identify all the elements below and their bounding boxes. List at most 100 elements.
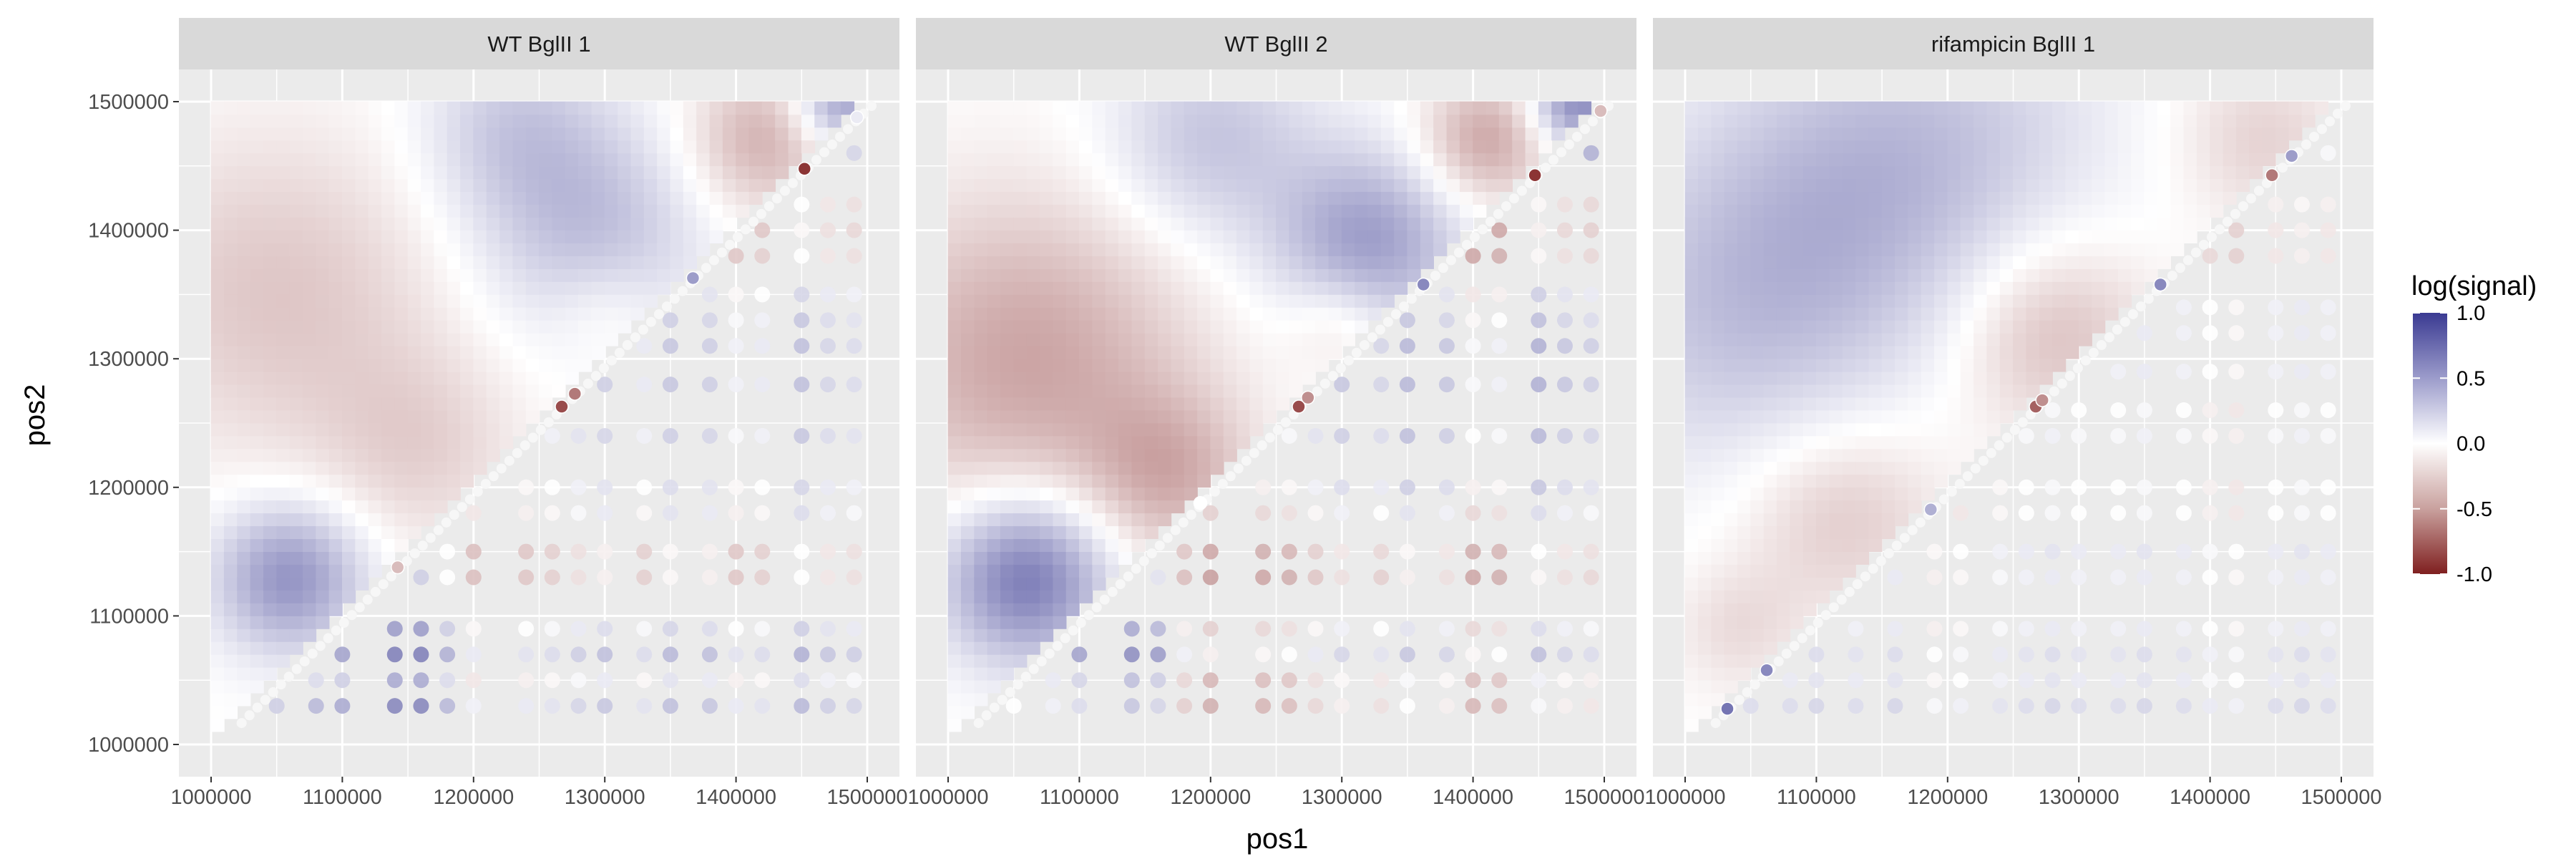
block-point bbox=[2044, 427, 2061, 444]
smooth-cell bbox=[1039, 564, 1054, 578]
block-point bbox=[636, 569, 653, 586]
smooth-cell bbox=[1065, 114, 1080, 128]
smooth-cell bbox=[1223, 217, 1237, 230]
diagonal-point bbox=[1146, 548, 1157, 559]
smooth-cell bbox=[1013, 140, 1028, 154]
smooth-cell bbox=[2131, 165, 2145, 180]
smooth-cell bbox=[1289, 319, 1303, 334]
smooth-cell bbox=[1092, 101, 1106, 115]
smooth-cell bbox=[250, 152, 264, 167]
smooth-cell bbox=[1684, 603, 1699, 616]
smooth-cell bbox=[434, 243, 448, 256]
block-point bbox=[2202, 479, 2218, 495]
block-point bbox=[1373, 505, 1390, 521]
smooth-cell bbox=[1433, 127, 1448, 141]
block-point bbox=[1399, 698, 1415, 714]
smooth-cell bbox=[1711, 204, 1725, 218]
smooth-cell bbox=[1341, 319, 1355, 334]
block-point bbox=[1438, 543, 1455, 560]
smooth-cell bbox=[237, 654, 251, 668]
smooth-cell bbox=[407, 448, 421, 462]
facet-strip bbox=[1653, 18, 2373, 69]
smooth-cell bbox=[1459, 127, 1473, 141]
smooth-cell bbox=[947, 165, 962, 180]
smooth-cell bbox=[1026, 551, 1040, 565]
smooth-cell bbox=[1355, 268, 1369, 282]
smooth-cell bbox=[539, 243, 553, 256]
smooth-cell bbox=[1355, 152, 1369, 167]
diagonal-point bbox=[1501, 201, 1511, 212]
smooth-cell bbox=[1790, 345, 1804, 359]
smooth-cell bbox=[1986, 384, 2001, 398]
smooth-cell bbox=[1039, 268, 1054, 282]
block-point bbox=[1465, 286, 1481, 303]
smooth-cell bbox=[1816, 538, 1830, 552]
smooth-cell bbox=[250, 371, 264, 385]
block-point bbox=[846, 222, 862, 238]
smooth-cell bbox=[460, 332, 474, 346]
smooth-cell bbox=[1986, 306, 2001, 321]
smooth-cell bbox=[355, 358, 369, 372]
smooth-cell bbox=[1079, 268, 1093, 282]
smooth-cell bbox=[1974, 140, 1988, 154]
smooth-cell bbox=[237, 590, 251, 603]
block-point bbox=[1255, 543, 1272, 560]
smooth-cell bbox=[2210, 114, 2224, 128]
smooth-cell bbox=[1407, 217, 1421, 230]
smooth-cell bbox=[237, 152, 251, 167]
smooth-cell bbox=[1999, 230, 2014, 243]
smooth-cell bbox=[250, 268, 264, 282]
block-point bbox=[518, 621, 535, 637]
smooth-cell bbox=[1223, 281, 1237, 295]
smooth-cell bbox=[1737, 461, 1752, 475]
smooth-cell bbox=[1999, 345, 2014, 359]
smooth-cell bbox=[1908, 256, 1922, 269]
smooth-cell bbox=[1763, 616, 1777, 629]
smooth-cell bbox=[316, 564, 330, 578]
smooth-cell bbox=[1498, 101, 1513, 115]
block-point bbox=[1176, 646, 1193, 663]
smooth-cell bbox=[987, 281, 1001, 295]
smooth-cell bbox=[1697, 165, 1712, 180]
smooth-cell bbox=[960, 551, 975, 565]
smooth-cell bbox=[1053, 152, 1067, 167]
smooth-cell bbox=[974, 230, 988, 243]
smooth-cell bbox=[1697, 204, 1712, 218]
smooth-cell bbox=[539, 178, 553, 193]
smooth-cell bbox=[263, 114, 278, 128]
smooth-cell bbox=[618, 306, 632, 321]
smooth-cell bbox=[974, 409, 988, 424]
smooth-cell bbox=[960, 127, 975, 141]
smooth-cell bbox=[1790, 525, 1804, 540]
smooth-cell bbox=[1433, 140, 1448, 154]
smooth-cell bbox=[1816, 178, 1830, 193]
smooth-cell bbox=[1750, 448, 1765, 462]
smooth-cell bbox=[1065, 294, 1080, 308]
smooth-cell bbox=[539, 332, 553, 346]
smooth-cell bbox=[643, 243, 658, 256]
block-point bbox=[2293, 621, 2310, 637]
smooth-cell bbox=[342, 268, 356, 282]
smooth-cell bbox=[328, 590, 343, 603]
smooth-cell bbox=[2275, 127, 2290, 141]
smooth-cell bbox=[1158, 409, 1172, 424]
block-point bbox=[2071, 505, 2087, 521]
smooth-cell bbox=[2013, 397, 2027, 411]
smooth-cell bbox=[947, 692, 962, 707]
smooth-cell bbox=[1737, 191, 1752, 205]
smooth-cell bbox=[316, 409, 330, 424]
smooth-cell bbox=[1947, 358, 1961, 372]
smooth-cell bbox=[1118, 306, 1133, 321]
smooth-cell bbox=[1947, 461, 1961, 475]
smooth-cell bbox=[1724, 487, 1738, 501]
smooth-cell bbox=[1776, 332, 1791, 346]
block-point bbox=[570, 427, 587, 444]
smooth-cell bbox=[1249, 281, 1264, 295]
smooth-cell bbox=[499, 435, 514, 450]
smooth-cell bbox=[355, 345, 369, 359]
smooth-cell bbox=[210, 397, 225, 411]
smooth-cell bbox=[1210, 217, 1224, 230]
smooth-cell bbox=[1065, 243, 1080, 256]
diagonal-point bbox=[2104, 332, 2114, 343]
